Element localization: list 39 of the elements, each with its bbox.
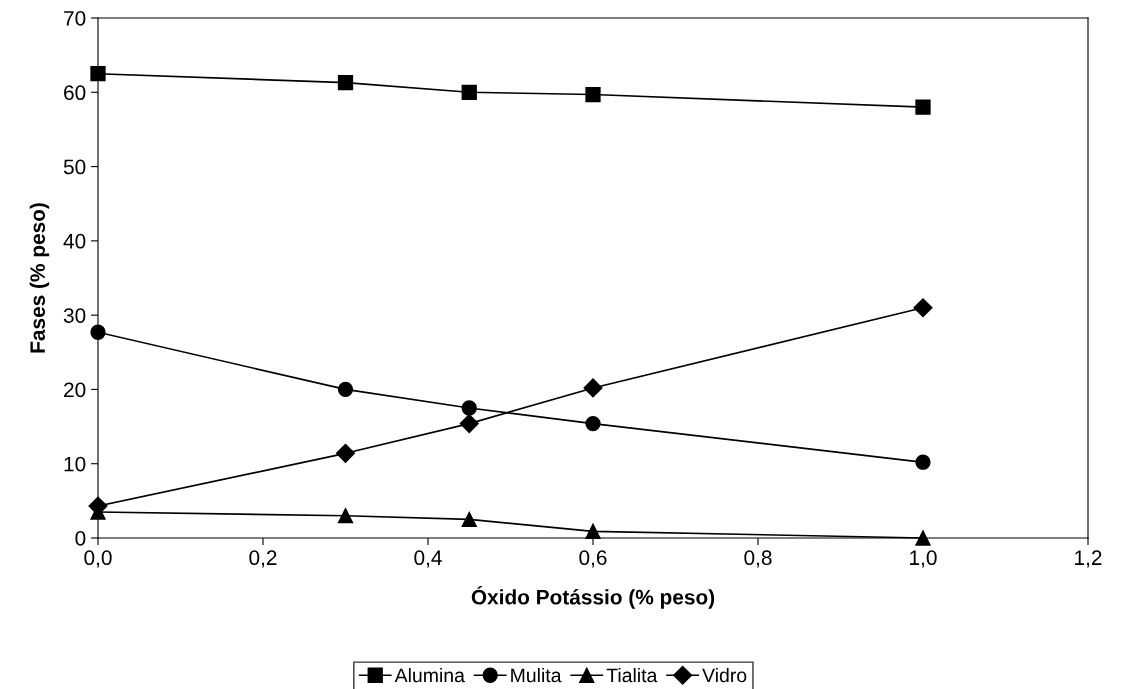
point (915, 454, 931, 470)
point (90, 66, 106, 82)
y-tick-label: 0 (75, 531, 86, 546)
y-tick-label: 70 (64, 11, 86, 26)
legend-label: Vidro (702, 667, 747, 683)
point (583, 378, 603, 398)
point (461, 84, 477, 100)
x-tick-label: 0,4 (414, 550, 442, 568)
y-tick-label: 20 (64, 382, 86, 398)
legend-label: Mulita (511, 667, 562, 683)
point (337, 381, 354, 398)
point (915, 530, 931, 546)
x-tick-label: 0,6 (579, 550, 607, 568)
point (337, 74, 354, 91)
point (915, 99, 931, 115)
point (461, 511, 477, 528)
x-tick-label: 0,2 (249, 550, 277, 568)
x-tick-label: 0,8 (744, 550, 772, 568)
y-axis-title: Fases (% peso) (29, 203, 50, 353)
y-tick-label: 60 (64, 85, 86, 101)
y-tick-label: 40 (63, 233, 86, 249)
point (459, 414, 479, 434)
point (585, 415, 601, 432)
x-tick-label: 1,0 (910, 550, 937, 568)
point (90, 324, 106, 340)
legend-label: Alumina (394, 667, 465, 683)
x-tick-label: 1,2 (1075, 550, 1102, 568)
x-axis-title: Óxido Potássio (% peso) (471, 585, 715, 609)
y-tick-label: 10 (64, 456, 86, 472)
x-tick-label: 0,0 (84, 550, 112, 568)
legend-label: Tialita (606, 667, 658, 683)
point (461, 400, 477, 416)
point (337, 508, 354, 524)
y-tick-label: 50 (63, 159, 86, 175)
y-tick-label: 30 (63, 308, 86, 323)
point (913, 298, 933, 318)
point (585, 86, 601, 103)
point (585, 523, 601, 539)
point (335, 443, 356, 463)
